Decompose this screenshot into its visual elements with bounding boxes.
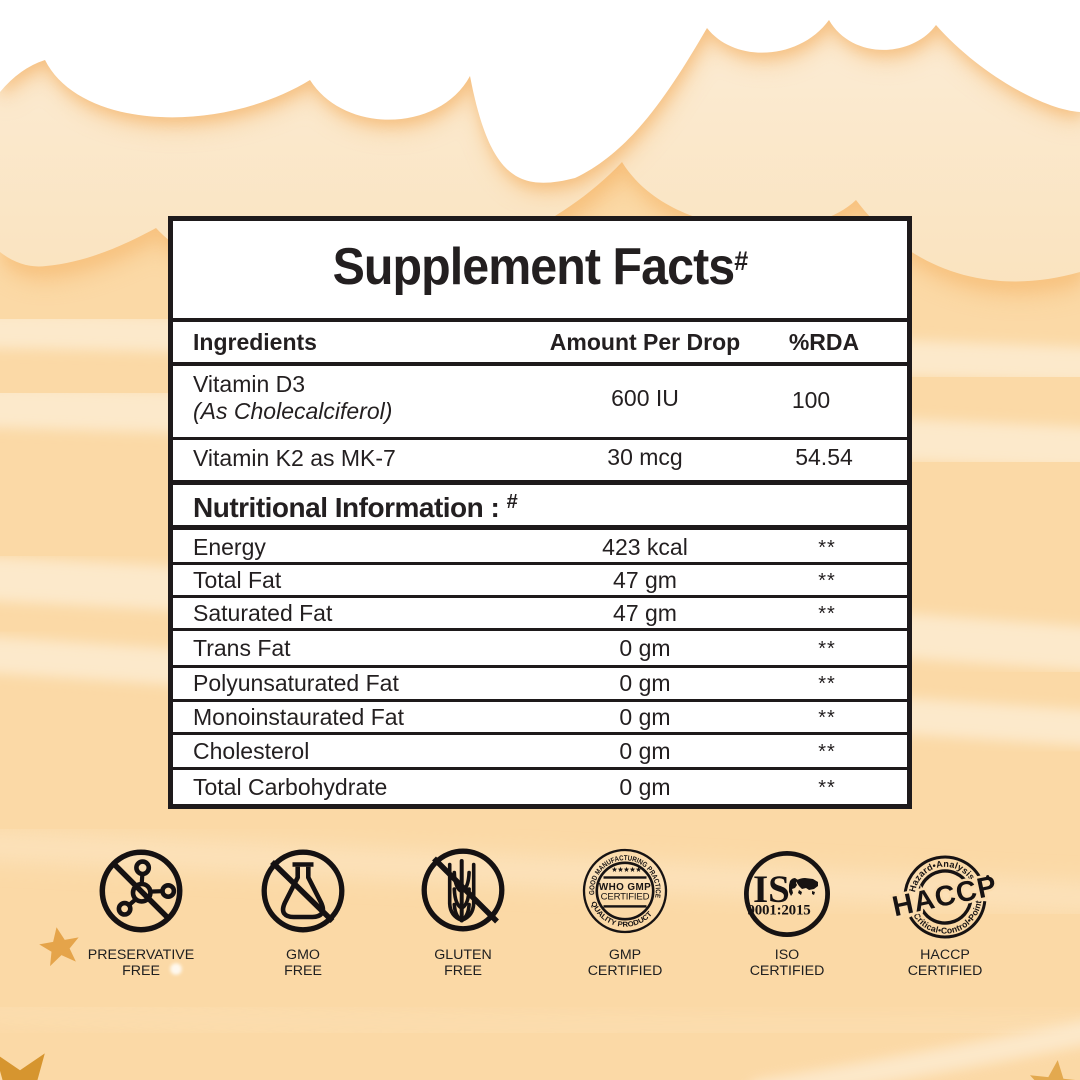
svg-text:IS: IS [753, 868, 790, 911]
svg-text:CERTIFIED: CERTIFIED [601, 892, 650, 903]
svg-text:WHO GMP: WHO GMP [599, 882, 651, 893]
svg-text:9001:2015: 9001:2015 [747, 903, 810, 919]
svg-text:HACCP: HACCP [890, 870, 1001, 923]
svg-text:QUALITY PRODUCT: QUALITY PRODUCT [589, 900, 654, 929]
